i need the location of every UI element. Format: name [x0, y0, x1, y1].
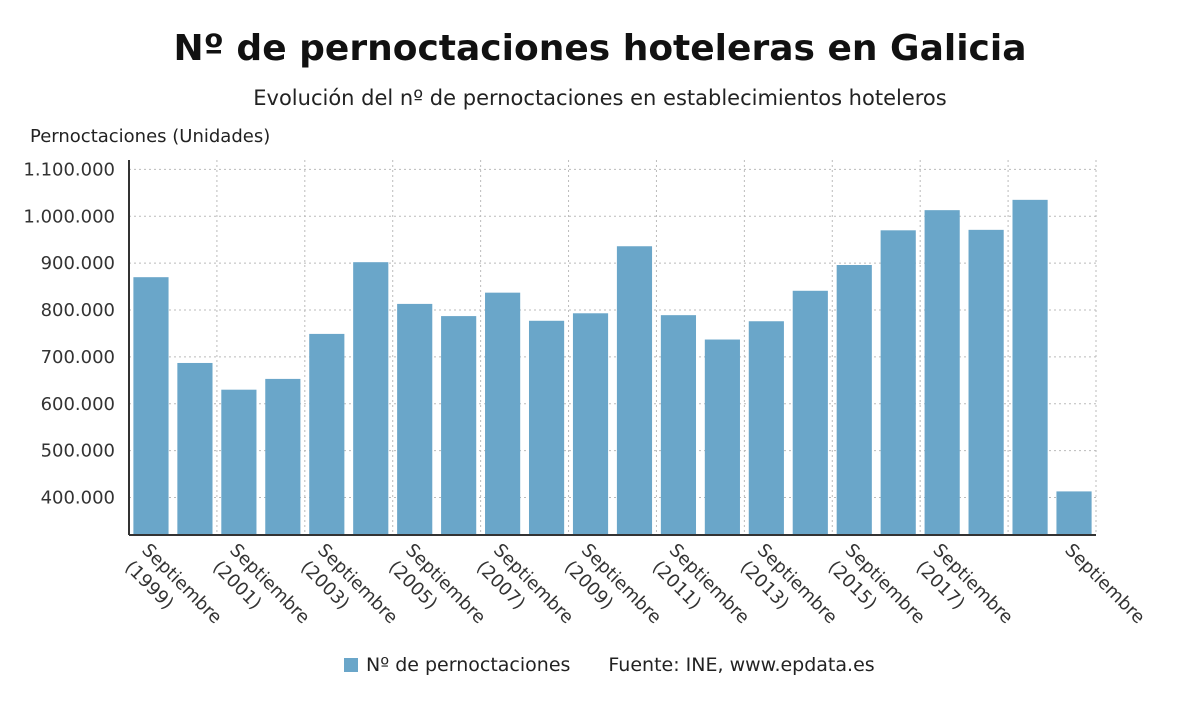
y-tick-label: 600.000: [41, 394, 115, 415]
y-tick-label: 1.100.000: [23, 159, 115, 180]
legend-swatch: [344, 658, 358, 672]
source-note: Fuente: INE, www.epdata.es: [608, 654, 875, 676]
bar: [177, 362, 213, 535]
bar: [748, 321, 784, 535]
legend-label: Nº de pernoctaciones: [366, 654, 571, 676]
y-axis-label: Pernoctaciones (Unidades): [30, 126, 271, 147]
bar: [704, 339, 740, 535]
bar: [221, 389, 257, 535]
y-tick-label: 700.000: [41, 347, 115, 368]
bar: [792, 290, 828, 535]
x-tick-label: Septiembre(2005): [384, 540, 489, 645]
y-tick-label: 500.000: [41, 441, 115, 462]
x-tick-label: Septiembre(2007): [472, 540, 577, 645]
bar: [1012, 199, 1048, 535]
axes: [128, 160, 1096, 536]
x-tick-label: Septiembre(2017): [912, 540, 1017, 645]
y-tick-label: 400.000: [41, 488, 115, 509]
x-tick-label: Septiembre: [1060, 540, 1148, 628]
bar: [397, 303, 433, 535]
bar: [1056, 491, 1092, 535]
bar: [485, 292, 521, 535]
chart-title: Nº de pernoctaciones hoteleras en Galici…: [173, 28, 1027, 69]
x-tick-label: Septiembre(2013): [736, 540, 841, 645]
y-tick-labels: 400.000 500.000 600.000 700.000 800.000 900.0…: [23, 159, 115, 508]
bar: [528, 320, 565, 535]
x-tick-label: Septiembre(2001): [208, 540, 313, 645]
x-tick-label: Septiembre(2003): [296, 540, 401, 645]
bar: [660, 315, 697, 535]
y-tick-label: 1.000.000: [23, 206, 115, 227]
bar: [836, 265, 872, 535]
y-tick-label: 900.000: [41, 253, 115, 274]
x-tick-label: Septiembre(1999): [120, 540, 225, 645]
bar: [133, 277, 169, 535]
bar: [924, 210, 960, 535]
bar: [880, 230, 916, 535]
legend: Nº de pernoctaciones Fuente: INE, www.ep…: [344, 654, 875, 676]
bar: [309, 333, 345, 535]
x-tick-label: Septiembre(2011): [648, 540, 753, 645]
bar: [616, 246, 653, 535]
chart-subtitle: Evolución del nº de pernoctaciones en es…: [253, 86, 947, 110]
x-tick-label: Septiembre(2015): [824, 540, 929, 645]
bar: [572, 313, 609, 535]
bar: [441, 316, 477, 535]
x-tick-labels: Septiembre(1999) Septiembre(2001) Septiemb…: [120, 540, 1148, 645]
bars: [133, 199, 1092, 535]
bar: [265, 378, 301, 535]
y-tick-label: 800.000: [41, 300, 115, 321]
bar: [353, 262, 389, 535]
x-tick-label: Septiembre(2009): [560, 540, 665, 645]
bar: [968, 229, 1004, 535]
